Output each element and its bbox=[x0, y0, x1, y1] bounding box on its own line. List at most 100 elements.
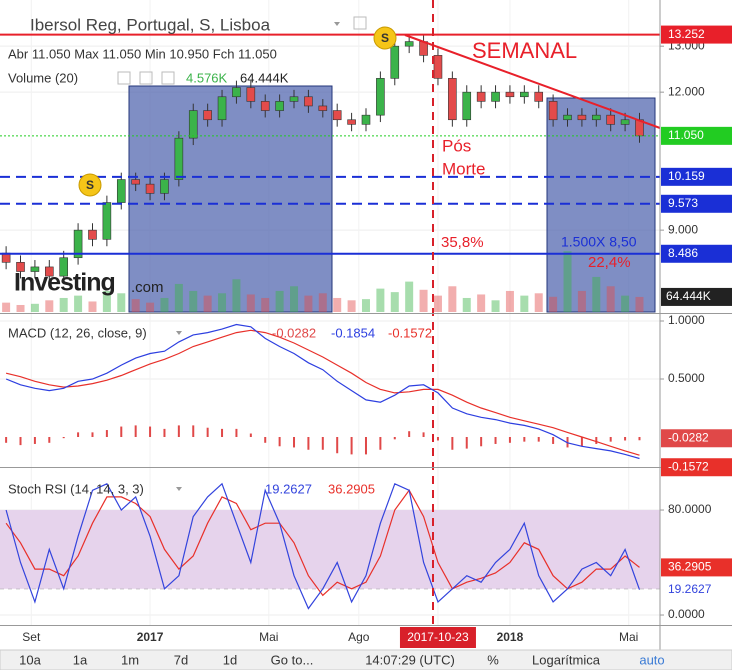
price-tag bbox=[661, 244, 732, 263]
event-label: S bbox=[381, 31, 389, 45]
volume-bar bbox=[232, 279, 241, 312]
volume-bar bbox=[45, 300, 54, 312]
histogram-bar bbox=[595, 436, 598, 444]
dropdown-icon[interactable] bbox=[176, 487, 182, 491]
volume-bar bbox=[59, 297, 68, 312]
histogram-bar bbox=[206, 427, 209, 437]
histogram-bar bbox=[5, 436, 8, 443]
price-tag-label: -0.0282 bbox=[668, 430, 709, 444]
toolbar-button[interactable]: auto bbox=[639, 652, 664, 667]
candle-body bbox=[563, 114, 572, 121]
candle-body bbox=[304, 96, 313, 107]
volume-bar bbox=[275, 290, 284, 312]
candle-body bbox=[145, 183, 155, 194]
candle-body bbox=[376, 78, 385, 116]
volume-bar bbox=[2, 302, 11, 312]
volume-bar bbox=[203, 295, 212, 312]
volume-tag-label: 64.444K bbox=[666, 289, 711, 303]
candle-body bbox=[88, 229, 97, 240]
volume-bar bbox=[30, 303, 39, 312]
candle-body bbox=[433, 55, 443, 79]
volume-bar bbox=[390, 292, 399, 312]
dropdown-icon[interactable] bbox=[176, 331, 182, 335]
price-tag-label: -0.1572 bbox=[668, 459, 709, 473]
volume-bar bbox=[505, 290, 514, 312]
histogram-bar bbox=[480, 436, 483, 447]
toolbar-button[interactable]: Logarítmica bbox=[532, 652, 601, 667]
histogram-bar bbox=[278, 436, 281, 447]
candle-body bbox=[232, 87, 241, 98]
dropdown-icon[interactable] bbox=[334, 22, 340, 26]
histogram-bar bbox=[177, 425, 180, 437]
candle-body bbox=[16, 262, 25, 272]
toolbar-button[interactable]: 1a bbox=[73, 652, 88, 667]
histogram-bar bbox=[249, 433, 252, 437]
candle-body bbox=[260, 101, 270, 111]
event-label: S bbox=[86, 178, 94, 192]
logo-suffix: .com bbox=[131, 279, 164, 296]
signal-line bbox=[5, 329, 640, 456]
band bbox=[0, 510, 660, 589]
candle-body bbox=[404, 41, 414, 47]
histogram-bar bbox=[19, 436, 22, 446]
legend-value: -0.1854 bbox=[331, 325, 375, 340]
settings-icon[interactable] bbox=[353, 16, 367, 30]
histogram-bar bbox=[422, 432, 425, 437]
volume-bar bbox=[290, 286, 299, 312]
histogram-bar bbox=[91, 432, 94, 437]
settings-icon[interactable] bbox=[117, 71, 131, 85]
volume-bar bbox=[246, 294, 255, 312]
macd-legend: MACD (12, 26, close, 9) bbox=[8, 325, 147, 340]
candle-body bbox=[390, 45, 400, 79]
candle-body bbox=[534, 91, 544, 102]
volume-bar bbox=[318, 293, 327, 312]
volume-bar bbox=[160, 297, 169, 312]
price-tag bbox=[661, 167, 732, 186]
settings-icon[interactable] bbox=[139, 71, 153, 85]
volume-bar bbox=[491, 300, 500, 312]
histogram-bar bbox=[451, 436, 454, 450]
toolbar bbox=[0, 649, 732, 670]
price-tag bbox=[661, 580, 732, 599]
histogram-bar bbox=[134, 425, 137, 437]
histogram-bar bbox=[408, 431, 411, 437]
histogram-bar bbox=[609, 436, 612, 442]
candle-body bbox=[30, 266, 40, 272]
ohlc-legend: Abr 11.050 Max 11.050 Min 10.950 Fch 11.… bbox=[8, 46, 277, 61]
histogram-bar bbox=[221, 428, 224, 437]
candle-body bbox=[59, 257, 68, 277]
toolbar-button[interactable]: 1m bbox=[121, 652, 139, 667]
volume-bar bbox=[606, 286, 615, 312]
volume-bar bbox=[88, 301, 97, 312]
x-tick-label: Set bbox=[22, 630, 41, 644]
x-tick-label: 2017-10-23 bbox=[407, 630, 469, 644]
k-line bbox=[5, 482, 641, 610]
volume-bar bbox=[405, 281, 414, 312]
volume-bar bbox=[102, 290, 111, 312]
toolbar-button[interactable]: 1d bbox=[223, 652, 237, 667]
volume-bar bbox=[117, 293, 126, 312]
volume-bar bbox=[74, 295, 83, 312]
x-tick-highlight bbox=[399, 627, 476, 648]
volume-bar bbox=[433, 295, 442, 312]
stoch-legend: Stoch RSI (14, 14, 3, 3) bbox=[8, 481, 144, 496]
volume-bar bbox=[376, 288, 385, 312]
volume-bar bbox=[333, 297, 342, 312]
histogram-bar bbox=[235, 428, 238, 437]
price-tag-label: 9.573 bbox=[668, 196, 698, 210]
toolbar-button[interactable]: % bbox=[487, 652, 499, 667]
close-icon[interactable] bbox=[161, 71, 175, 85]
volume-bar bbox=[477, 294, 486, 312]
toolbar-button[interactable]: 7d bbox=[174, 652, 188, 667]
legend-value: -0.0282 bbox=[272, 325, 316, 340]
volume-bar bbox=[261, 297, 270, 312]
histogram-bar bbox=[33, 436, 36, 444]
candle-body bbox=[476, 91, 486, 102]
toolbar-button[interactable]: 10a bbox=[19, 652, 41, 667]
candle-body bbox=[548, 101, 558, 121]
toolbar-button[interactable]: Go to... bbox=[271, 652, 314, 667]
volume-bar bbox=[347, 300, 356, 312]
histogram-bar bbox=[307, 436, 310, 450]
event-marker bbox=[78, 173, 102, 197]
overlays: SEMANAL Pós Morte 35,8% 1.500X 8,50 22,4… bbox=[8, 0, 661, 625]
